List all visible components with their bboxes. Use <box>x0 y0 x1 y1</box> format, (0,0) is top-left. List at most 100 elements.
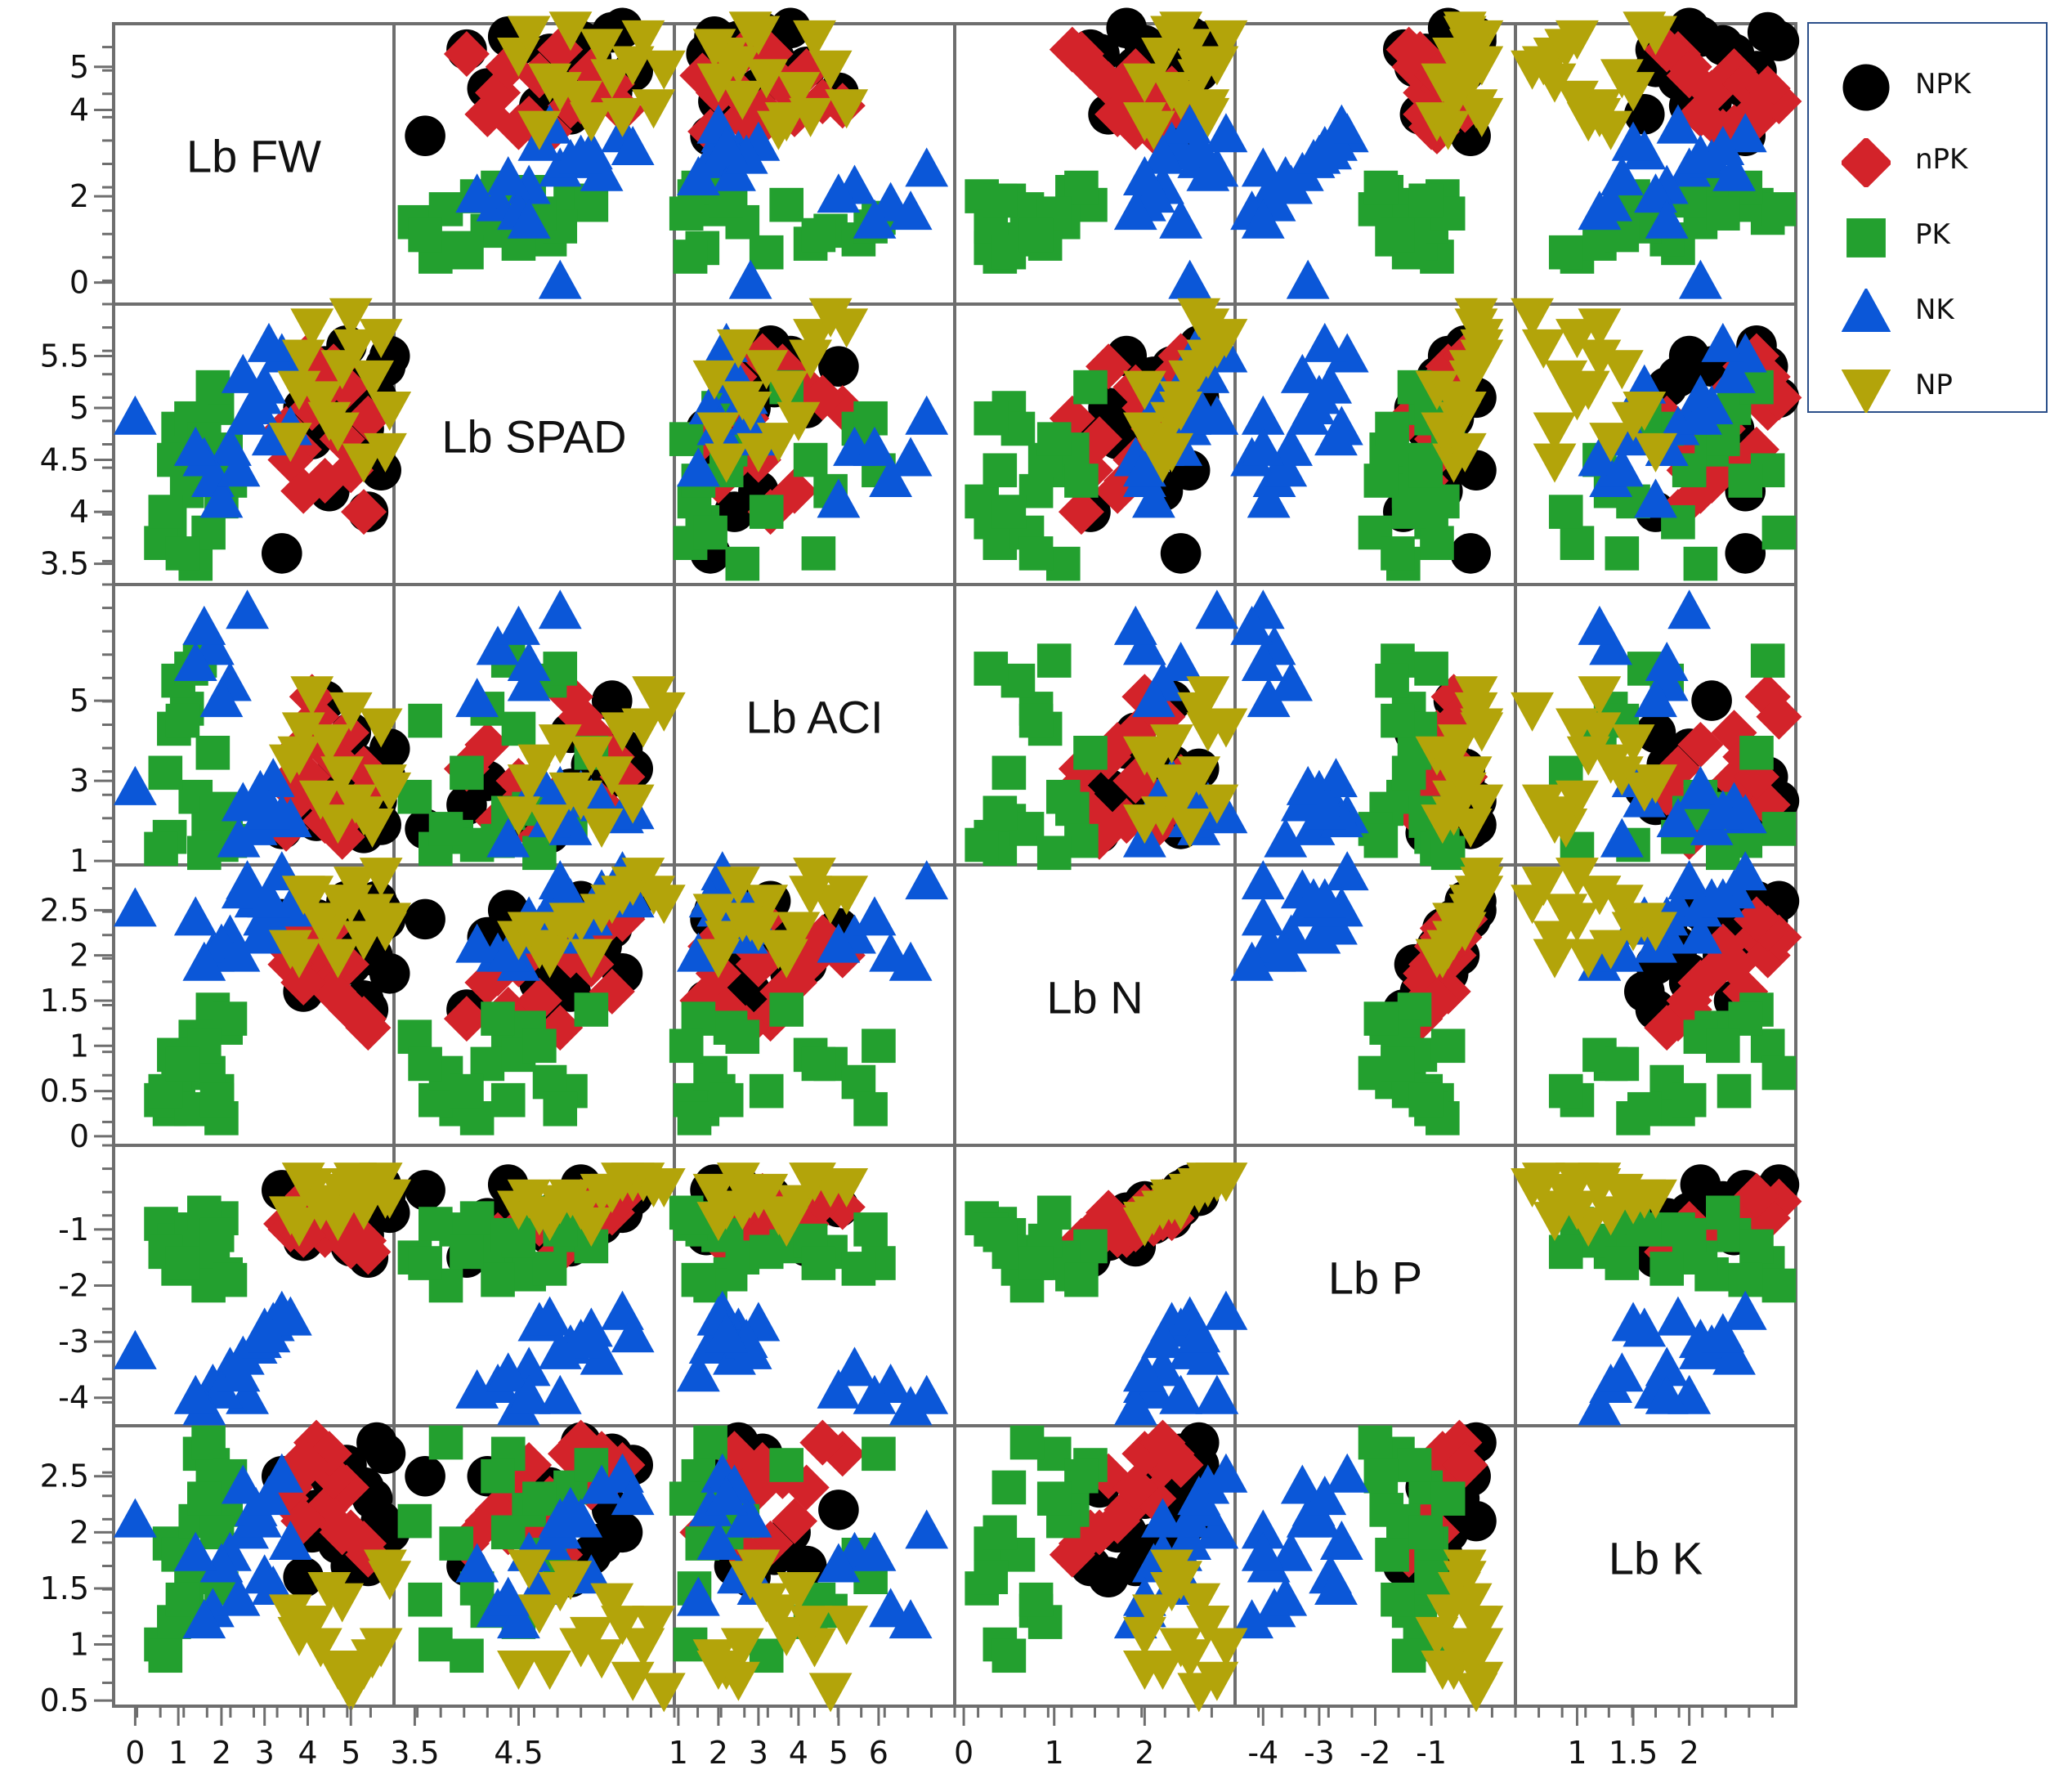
point-NP-12-r4c5 <box>1634 1179 1677 1219</box>
point-NP-12-r4c2 <box>736 1179 781 1219</box>
point-PK-14-r5c1 <box>450 1638 484 1673</box>
point-PK-15-r2c0 <box>187 836 222 871</box>
point-NK-13-r5c1 <box>486 1576 530 1616</box>
point-NK-0-r3c2 <box>905 860 949 900</box>
point-NK-15-r2c0 <box>173 642 217 681</box>
point-nPK-4-r5c2 <box>819 1431 866 1477</box>
point-PK-16-r4c1 <box>408 1246 442 1280</box>
y-tick-label-5-3: 2 <box>69 1514 89 1550</box>
point-NP-13-r4c3 <box>1186 1163 1230 1203</box>
point-NK-13-r1c3 <box>1122 447 1166 487</box>
x-tick-label-1-0: 3.5 <box>390 1735 439 1771</box>
y-tick-label-1-3: 5 <box>69 390 89 426</box>
point-PK-16-r2c3 <box>1018 703 1054 738</box>
point-nPK-12-r3c0 <box>280 959 327 1006</box>
point-NP-11-r0c1 <box>559 80 603 120</box>
point-NK-0-r5c3 <box>1195 1509 1239 1549</box>
point-NP-0-r1c2 <box>793 319 836 359</box>
point-nPK-12-r0c1 <box>464 91 511 137</box>
point-NK-13-r4c0 <box>217 1352 261 1392</box>
point-NP-12-r2c4 <box>1443 764 1487 804</box>
point-NK-11-r1c5 <box>1678 374 1722 414</box>
x-tick-label-3-1: 1 <box>1045 1735 1064 1771</box>
point-NK-0-r2c5 <box>1667 589 1712 629</box>
point-NK-10-r3c2 <box>889 941 933 981</box>
point-NP-13-r1c5 <box>1578 339 1622 379</box>
point-NPK-7-r3c1 <box>405 898 445 940</box>
point-NK-2-r2c1 <box>507 661 551 701</box>
point-NK-15-r4c2 <box>853 1374 897 1414</box>
point-NP-6-r2c0 <box>333 784 377 824</box>
point-NK-10-r2c3 <box>1113 605 1157 645</box>
point-PK-13-r1c3 <box>1064 464 1099 498</box>
point-PK-16-r5c4 <box>1381 1582 1415 1617</box>
point-NK-13-r2c5 <box>1600 818 1644 858</box>
point-NP-2-r1c2 <box>705 443 749 483</box>
point-NK-8-r5c4 <box>1280 1464 1324 1504</box>
point-NP-9-r4c2 <box>757 1196 800 1236</box>
y-tick-label-0-0: 0 <box>69 265 89 301</box>
legend-item-NK: NK <box>1809 274 2046 347</box>
point-NK-13-r1c5 <box>1600 447 1644 487</box>
point-NK-7-r5c0 <box>199 1543 244 1583</box>
point-NP-14-r0c1 <box>528 63 571 103</box>
point-NP-11-r5c3 <box>1159 1628 1203 1668</box>
point-NK-12-r5c1 <box>538 1498 582 1538</box>
point-NK-15-r5c0 <box>173 1531 217 1571</box>
point-NK-8-r5c1 <box>580 1464 624 1504</box>
point-PK-14-r5c4 <box>1391 1638 1426 1673</box>
point-NP-0-r0c2 <box>793 20 836 60</box>
point-NP-13-r3c5 <box>1578 876 1622 916</box>
point-NP-12-r4c0 <box>364 1179 407 1219</box>
point-PK-14-r1c0 <box>148 495 183 529</box>
point-NP-1-r0c1 <box>590 59 634 99</box>
point-NP-14-r2c4 <box>1421 804 1465 844</box>
point-PK-15-r3c4 <box>1430 1028 1466 1064</box>
point-NK-13-r5c0 <box>217 1576 261 1616</box>
y-tick-label-0-3: 5 <box>69 49 89 85</box>
point-NK-15-r1c2 <box>853 426 897 466</box>
point-NP-12-r0c4 <box>1443 16 1487 56</box>
point-NP-13-r3c4 <box>1460 876 1504 916</box>
variable-label-1: Lb SPAD <box>441 411 626 463</box>
x-tick-label-0-3: 3 <box>255 1735 275 1771</box>
point-PK-12-r1c2 <box>853 401 888 436</box>
point-PK-6-r5c4 <box>1397 1448 1432 1482</box>
point-NK-10-r5c0 <box>182 1599 226 1639</box>
point-NK-13-r4c3 <box>1122 1352 1166 1392</box>
point-NK-14-r1c0 <box>247 322 291 362</box>
point-NK-13-r5c2 <box>677 1576 720 1616</box>
point-PK-14-r0c1 <box>450 235 484 270</box>
point-NP-11-r1c5 <box>1555 381 1599 421</box>
point-NP-8-r2c3 <box>1168 809 1212 848</box>
point-NK-9-r5c0 <box>268 1521 312 1561</box>
point-PK-13-r1c5 <box>1728 464 1763 498</box>
point-NP-7-r5c2 <box>777 1571 821 1611</box>
point-NK-3-r3c4 <box>1325 851 1369 891</box>
point-NP-14-r4c0 <box>316 1202 360 1242</box>
y-tick-label-3-0: 0 <box>69 1118 89 1154</box>
point-PK-16-r5c0 <box>165 1582 200 1617</box>
point-NK-7-r2c0 <box>199 678 244 718</box>
point-NP-10-r0c2 <box>808 50 853 90</box>
point-NK-15-r3c2 <box>853 896 897 936</box>
point-PK-10-r1c2 <box>793 442 828 477</box>
point-NP-5-r1c0 <box>277 370 321 410</box>
point-NP-10-r3c0 <box>329 885 373 925</box>
point-PK-17-r4c5 <box>1672 1217 1707 1252</box>
point-PK-16-r3c1 <box>408 1046 442 1082</box>
x-tick-label-2-0: 1 <box>669 1735 688 1771</box>
x-tick-label-5-2: 2 <box>1680 1735 1699 1771</box>
point-NP-9-r0c3 <box>1132 110 1175 150</box>
point-NP-5-r1c2 <box>764 370 808 410</box>
point-NK-7-r0c2 <box>817 173 861 213</box>
y-tick-label-0-2: 4 <box>69 92 89 128</box>
point-nPK-13-r5c0 <box>319 1509 365 1556</box>
point-PK-11-r4c5 <box>1761 1268 1797 1303</box>
point-NK-12-r4c1 <box>538 1329 582 1369</box>
point-PK-14-r4c5 <box>1548 1234 1583 1270</box>
point-NK-10-r2c0 <box>182 605 226 645</box>
point-PK-12-r4c2 <box>853 1212 888 1247</box>
point-NP-12-r1c0 <box>364 432 407 473</box>
point-PK-11-r1c5 <box>1761 515 1797 550</box>
